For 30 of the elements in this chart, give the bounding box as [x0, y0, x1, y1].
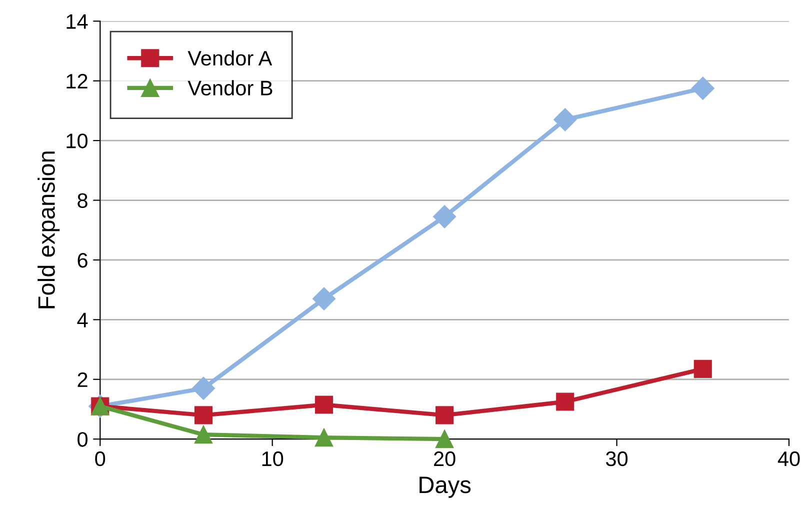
y-tick-label: 8	[78, 193, 88, 208]
y-tick-label: 10	[66, 134, 88, 148]
legend-label: Vendor A	[188, 50, 272, 66]
point	[556, 392, 574, 411]
point	[312, 287, 336, 310]
point	[554, 108, 577, 132]
y-tick-label: 4	[77, 312, 88, 328]
x-tick-label: 10	[262, 451, 284, 466]
point	[314, 428, 334, 447]
point	[194, 406, 212, 424]
y-tick-label: 2	[78, 372, 88, 387]
point	[694, 360, 712, 378]
point	[192, 376, 215, 400]
point	[194, 426, 212, 444]
y-tick-label: 6	[78, 252, 88, 268]
point	[436, 430, 454, 448]
x-tick-label: 0	[95, 451, 106, 466]
y-axis-title: Fold expansion	[38, 152, 60, 308]
point	[436, 406, 454, 424]
x-axis-title: Days	[420, 476, 471, 498]
y-tick-label: 14	[66, 14, 88, 29]
point	[314, 396, 334, 414]
point	[433, 205, 456, 228]
x-tick-label: 30	[606, 451, 628, 466]
y-tick-label: 12	[66, 74, 88, 88]
point	[691, 76, 714, 100]
x-tick-label: 20	[434, 451, 456, 466]
y-tick-label: 0	[78, 432, 88, 447]
x-tick-label: 40	[778, 451, 800, 466]
legend-label: Vendor B	[188, 80, 272, 96]
